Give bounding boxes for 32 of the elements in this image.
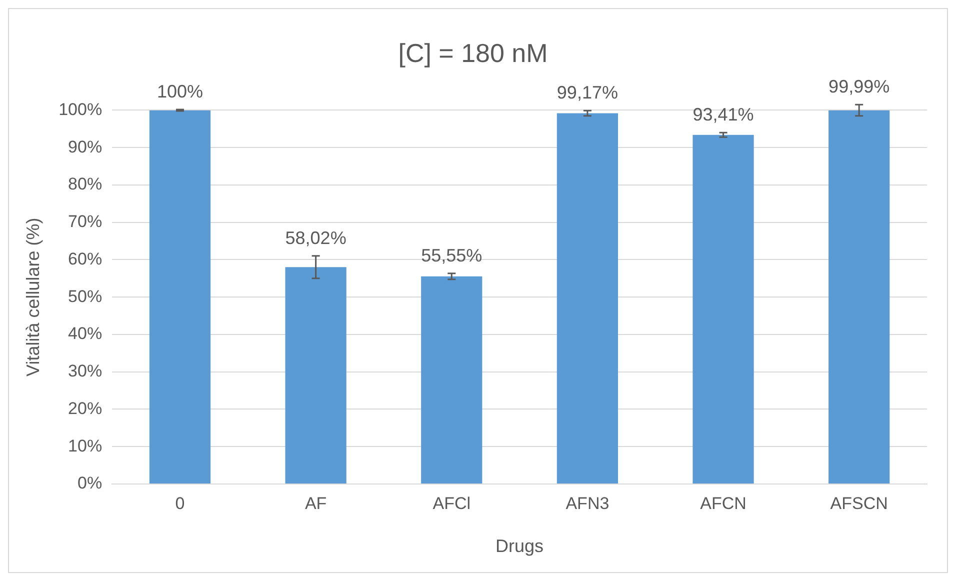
y-tick-label: 100% — [58, 100, 102, 119]
x-axis-title: Drugs — [496, 536, 544, 556]
bar — [149, 110, 211, 484]
data-label: 93,41% — [692, 104, 754, 125]
x-tick-label: AF — [304, 494, 327, 513]
x-tick-label: AFN3 — [566, 494, 610, 513]
data-label: 100% — [156, 81, 204, 102]
data-label: 99,17% — [556, 82, 618, 103]
data-label: 58,02% — [285, 228, 346, 248]
y-tick-label: 20% — [68, 398, 102, 418]
y-tick-label: 40% — [68, 324, 102, 344]
bar — [421, 276, 482, 484]
bar — [828, 110, 890, 484]
bar — [556, 113, 618, 484]
x-tick-label: 0 — [175, 494, 185, 513]
bar — [692, 134, 754, 484]
y-tick-label: 70% — [68, 212, 102, 232]
y-tick-label: 60% — [68, 249, 102, 268]
data-label: 55,55% — [421, 245, 482, 266]
y-tick-label: 80% — [68, 174, 102, 194]
chart-title: [C] = 180 nM — [398, 38, 548, 68]
y-axis-title: Vitalità cellulare (%) — [22, 218, 43, 376]
y-tick-label: 30% — [68, 362, 102, 381]
x-tick-label: AFCl — [432, 494, 471, 513]
y-tick-label: 0% — [78, 474, 102, 493]
y-tick-label: 90% — [68, 137, 102, 156]
bar — [285, 267, 346, 484]
data-label: 99,99% — [828, 76, 890, 97]
x-tick-label: AFSCN — [830, 494, 888, 513]
x-tick-label: AFCN — [700, 494, 746, 513]
y-tick-label: 10% — [68, 436, 102, 456]
y-tick-label: 50% — [68, 286, 102, 306]
